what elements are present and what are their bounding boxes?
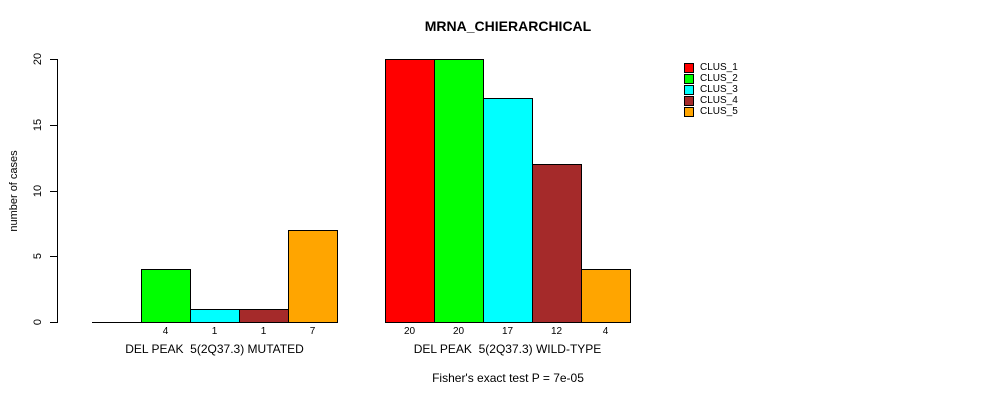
bar-clus_5 xyxy=(288,230,338,323)
legend-swatch-clus_4 xyxy=(684,95,694,106)
bar-clus_1 xyxy=(385,59,435,323)
bar-value-label: 4 xyxy=(602,326,609,337)
y-axis-tick-label: 15 xyxy=(32,118,44,132)
y-axis-tick-label: 5 xyxy=(32,252,44,260)
legend-label: CLUS_3 xyxy=(700,84,738,95)
bar-clus_2 xyxy=(141,269,191,323)
bar-clus_3 xyxy=(483,98,533,323)
group-label: DEL PEAK 5(2Q37.3) WILD-TYPE xyxy=(413,342,602,356)
bar-clus_2 xyxy=(434,59,484,323)
y-axis-tick xyxy=(50,59,57,60)
legend-swatch-clus_2 xyxy=(684,73,694,84)
legend-label: CLUS_5 xyxy=(700,106,738,117)
bar-value-label: 1 xyxy=(260,326,267,337)
bar-value-label: 7 xyxy=(309,326,316,337)
bar-clus_5 xyxy=(581,269,631,323)
bar-clus_4 xyxy=(239,309,289,323)
bar-value-label: 1 xyxy=(211,326,218,337)
legend-item: CLUS_4 xyxy=(684,95,738,106)
legend-item: CLUS_3 xyxy=(684,84,738,95)
y-axis-tick xyxy=(50,256,57,257)
y-axis-tick xyxy=(50,191,57,192)
y-axis-tick-label: 10 xyxy=(32,184,44,198)
bar-clus_4 xyxy=(532,164,582,323)
legend-label: CLUS_2 xyxy=(700,73,738,84)
bar-value-label: 12 xyxy=(550,326,563,337)
legend-swatch-clus_1 xyxy=(684,62,694,73)
legend-label: CLUS_4 xyxy=(700,95,738,106)
group-label: DEL PEAK 5(2Q37.3) MUTATED xyxy=(125,342,304,356)
legend-item: CLUS_2 xyxy=(684,73,738,84)
legend-label: CLUS_1 xyxy=(700,62,738,73)
legend-swatch-clus_3 xyxy=(684,84,694,95)
bar-value-label: 20 xyxy=(403,326,416,337)
y-axis-tick xyxy=(50,322,57,323)
y-axis-line xyxy=(57,59,58,323)
legend-item: CLUS_1 xyxy=(684,62,738,73)
bar-clus_3 xyxy=(190,309,240,323)
y-axis-tick-label: 20 xyxy=(32,52,44,66)
fisher-test-caption: Fisher's exact test P = 7e-05 xyxy=(432,371,584,385)
bar-value-label: 4 xyxy=(162,326,169,337)
y-axis-tick-label: 0 xyxy=(32,318,44,326)
legend-swatch-clus_5 xyxy=(684,106,694,117)
legend-item: CLUS_5 xyxy=(684,106,738,117)
chart-title: MRNA_CHIERARCHICAL xyxy=(424,18,592,34)
y-axis-tick xyxy=(50,125,57,126)
y-axis-title: number of cases xyxy=(8,150,20,232)
bar-value-label: 17 xyxy=(501,326,514,337)
bar-value-label: 20 xyxy=(452,326,465,337)
